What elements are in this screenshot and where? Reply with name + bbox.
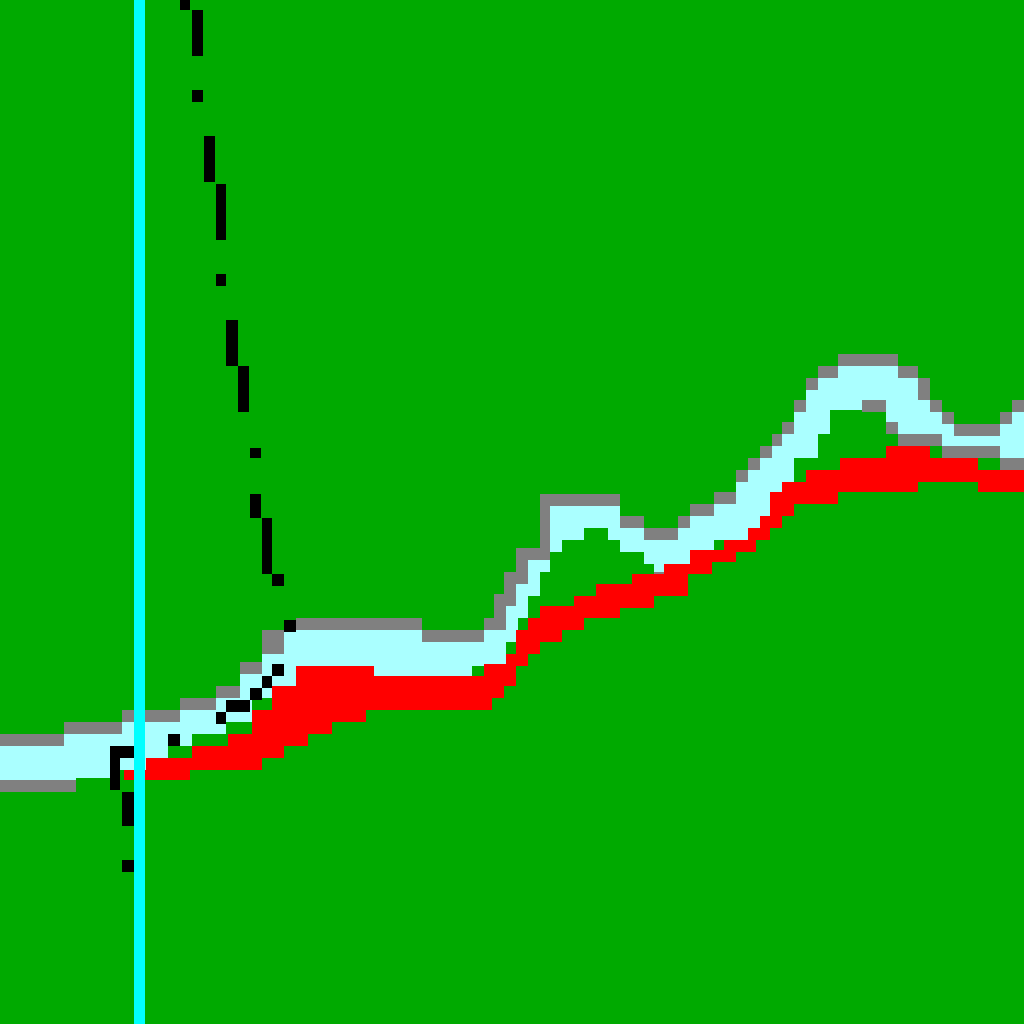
red-terrain-band [124,446,1024,780]
cyan-vertical-line [134,0,145,1024]
dashed-trajectory [110,0,296,872]
river-water [0,366,1024,780]
